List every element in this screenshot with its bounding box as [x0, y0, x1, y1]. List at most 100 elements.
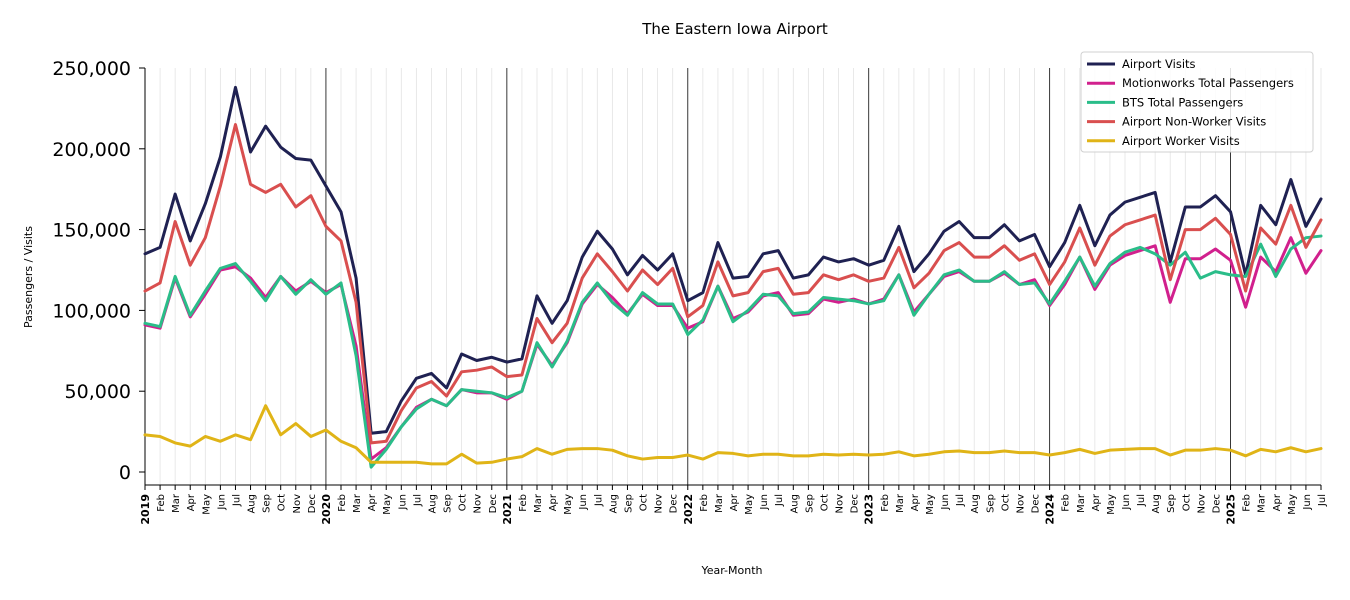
x-tick-label: Jul — [593, 494, 604, 507]
x-tick-label: Apr — [186, 493, 197, 511]
y-tick-label: 250,000 — [52, 58, 131, 80]
x-tick-label: Sep — [262, 494, 273, 513]
x-axis-label: Year-Month — [700, 564, 762, 577]
series-line-airport-visits — [143, 85, 1323, 435]
legend: Airport Visits Motionworks Total Passenge… — [1080, 51, 1314, 153]
y-axis-label: Passengers / Visits — [22, 226, 35, 328]
x-tick-label: Dec — [850, 494, 861, 513]
x-tick-label: Sep — [443, 494, 454, 513]
legend-label: Airport Worker Visits — [1122, 134, 1240, 148]
x-tick-label: Oct — [819, 494, 830, 511]
x-tick-label: Nov — [654, 494, 665, 514]
x-tick-label: 2024 — [1044, 494, 1057, 525]
legend-label: Motionworks Total Passengers — [1122, 76, 1294, 90]
x-tick-label: Sep — [623, 494, 634, 513]
x-tick-label: Feb — [1242, 494, 1253, 512]
x-tick-label: Mar — [1076, 493, 1087, 513]
x-tick-label: Nov — [473, 494, 484, 514]
x-tick-label: May — [1106, 494, 1117, 515]
x-tick-label: May — [925, 494, 936, 515]
y-tick-label: 0 — [119, 462, 131, 484]
series-line-bts-total-passengers — [143, 234, 1323, 469]
x-tick-label: Apr — [910, 493, 921, 511]
x-tick-label: Mar — [1257, 493, 1268, 513]
x-tick-label: May — [382, 494, 393, 515]
x-tick-label: Mar — [171, 493, 182, 513]
x-tick-label: 2025 — [1225, 494, 1238, 525]
x-tick-label: Sep — [804, 494, 815, 513]
x-tick-label: Jul — [412, 494, 423, 507]
x-tick-label: Jun — [216, 494, 227, 511]
x-tick-label: Feb — [156, 494, 167, 512]
x-tick-label: Dec — [488, 494, 499, 513]
legend-label: Airport Visits — [1122, 57, 1196, 71]
x-tick-label: 2020 — [320, 494, 333, 525]
x-tick-label: Jul — [774, 494, 785, 507]
legend-label: Airport Non-Worker Visits — [1122, 115, 1266, 129]
x-tick-label: Feb — [337, 494, 348, 512]
y-tick-label: 200,000 — [52, 139, 131, 161]
x-tick-label: May — [563, 494, 574, 515]
x-tick-label: 2023 — [863, 494, 876, 525]
x-tick-label: May — [201, 494, 212, 515]
x-tick-label: Mar — [533, 493, 544, 513]
x-tick-label: Jun — [578, 494, 589, 511]
x-tick-label: Dec — [1211, 494, 1222, 513]
x-tick-label: Sep — [1166, 494, 1177, 513]
x-tick-label: Aug — [970, 494, 981, 514]
y-tick-label: 150,000 — [52, 220, 131, 242]
x-tick-label: Feb — [880, 494, 891, 512]
series-lines — [143, 85, 1323, 469]
x-tick-label: Jul — [955, 494, 966, 507]
x-tick-label: Mar — [895, 493, 906, 513]
x-tick-label: Feb — [518, 494, 529, 512]
x-tick-label: Jun — [1302, 494, 1313, 511]
x-tick-label: Feb — [1061, 494, 1072, 512]
x-tick-label: 2021 — [501, 494, 514, 525]
x-tick-label: Oct — [458, 494, 469, 511]
x-tick-label: Sep — [985, 494, 996, 513]
x-tick-label: Nov — [835, 494, 846, 514]
x-tick-label: Jul — [1317, 494, 1328, 507]
x-tick-label: Jun — [759, 494, 770, 511]
x-tick-label: Aug — [1151, 494, 1162, 514]
series-line-airport-worker-visits — [143, 404, 1323, 466]
x-tick-label: Dec — [1031, 494, 1042, 513]
x-tick-label: Feb — [699, 494, 710, 512]
x-tick-label: Mar — [352, 493, 363, 513]
x-tick-label: Nov — [1015, 494, 1026, 514]
x-tick-label: Oct — [1000, 494, 1011, 511]
x-tick-label: Oct — [1181, 494, 1192, 511]
x-tick-label: Aug — [789, 494, 800, 514]
x-tick-label: Jun — [397, 494, 408, 511]
x-tick-label: Jul — [231, 494, 242, 507]
x-tick-label: Dec — [307, 494, 318, 513]
x-tick-label: Apr — [729, 493, 740, 511]
series-line-airport-non-worker-visits — [143, 123, 1323, 445]
x-tick-label: May — [744, 494, 755, 515]
x-tick-label: Aug — [427, 494, 438, 514]
x-tick-label: Jun — [940, 494, 951, 511]
x-tick-label: Nov — [292, 494, 303, 514]
x-tick-label: Oct — [639, 494, 650, 511]
x-tick-label: Aug — [608, 494, 619, 514]
x-tick-label: 2019 — [139, 494, 152, 525]
x-tick-label: Jul — [1136, 494, 1147, 507]
legend-box — [1080, 51, 1314, 153]
x-tick-label: Apr — [548, 493, 559, 511]
x-tick-label: Apr — [367, 493, 378, 511]
x-tick-label: Apr — [1272, 493, 1283, 511]
axes: 0 50,000 100,000 150,000 200,000 250,000 2019 F… — [52, 58, 1328, 525]
x-tick-label: Nov — [1196, 494, 1207, 514]
x-tick-label: Mar — [714, 493, 725, 513]
x-tick-label: May — [1287, 494, 1298, 515]
x-tick-label: Dec — [669, 494, 680, 513]
y-tick-label: 50,000 — [65, 381, 131, 403]
x-tick-label: Apr — [1091, 493, 1102, 511]
x-tick-label: Aug — [247, 494, 258, 514]
x-tick-label: Oct — [277, 494, 288, 511]
x-tick-label: 2022 — [682, 494, 695, 525]
chart-title: The Eastern Iowa Airport — [641, 20, 828, 38]
x-tick-label: Jun — [1121, 494, 1132, 511]
